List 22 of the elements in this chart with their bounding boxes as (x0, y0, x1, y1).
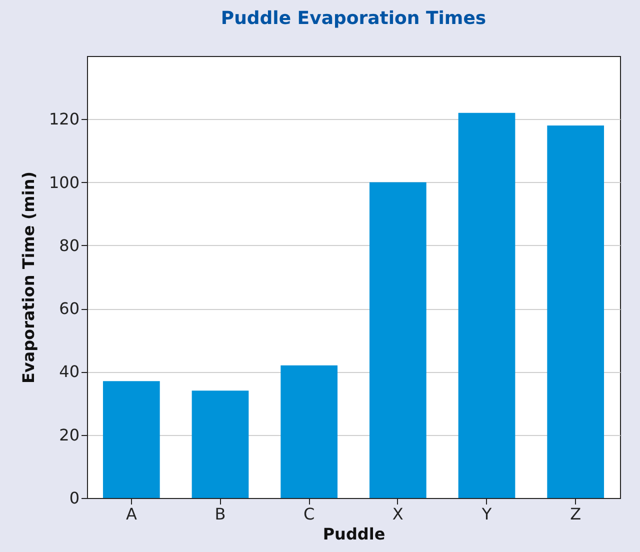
y-tick-label: 120 (48, 110, 80, 129)
bar (102, 381, 160, 498)
bar (369, 182, 426, 498)
y-tick-label: 0 (69, 488, 80, 508)
y-axis-title: Evaporation Time (min) (18, 171, 38, 384)
x-tick-label: Y (480, 504, 492, 524)
x-tick-label: B (214, 504, 226, 524)
chart-title: Puddle Evaporation Times (220, 8, 486, 29)
y-tick-label: 100 (48, 172, 80, 192)
bar (192, 390, 249, 498)
bar (280, 365, 338, 498)
x-tick-label: Z (570, 504, 582, 524)
bar (458, 112, 516, 498)
x-tick-label: X (392, 504, 404, 524)
y-tick-label: 20 (59, 425, 80, 444)
y-tick-label: 60 (59, 299, 80, 318)
y-tick-label: 40 (59, 362, 80, 382)
y-tick-label: 80 (59, 236, 80, 255)
x-tick-label: C (303, 504, 315, 524)
x-tick-label: A (126, 504, 137, 524)
x-axis-title: Puddle (322, 524, 386, 544)
bar (547, 125, 604, 498)
